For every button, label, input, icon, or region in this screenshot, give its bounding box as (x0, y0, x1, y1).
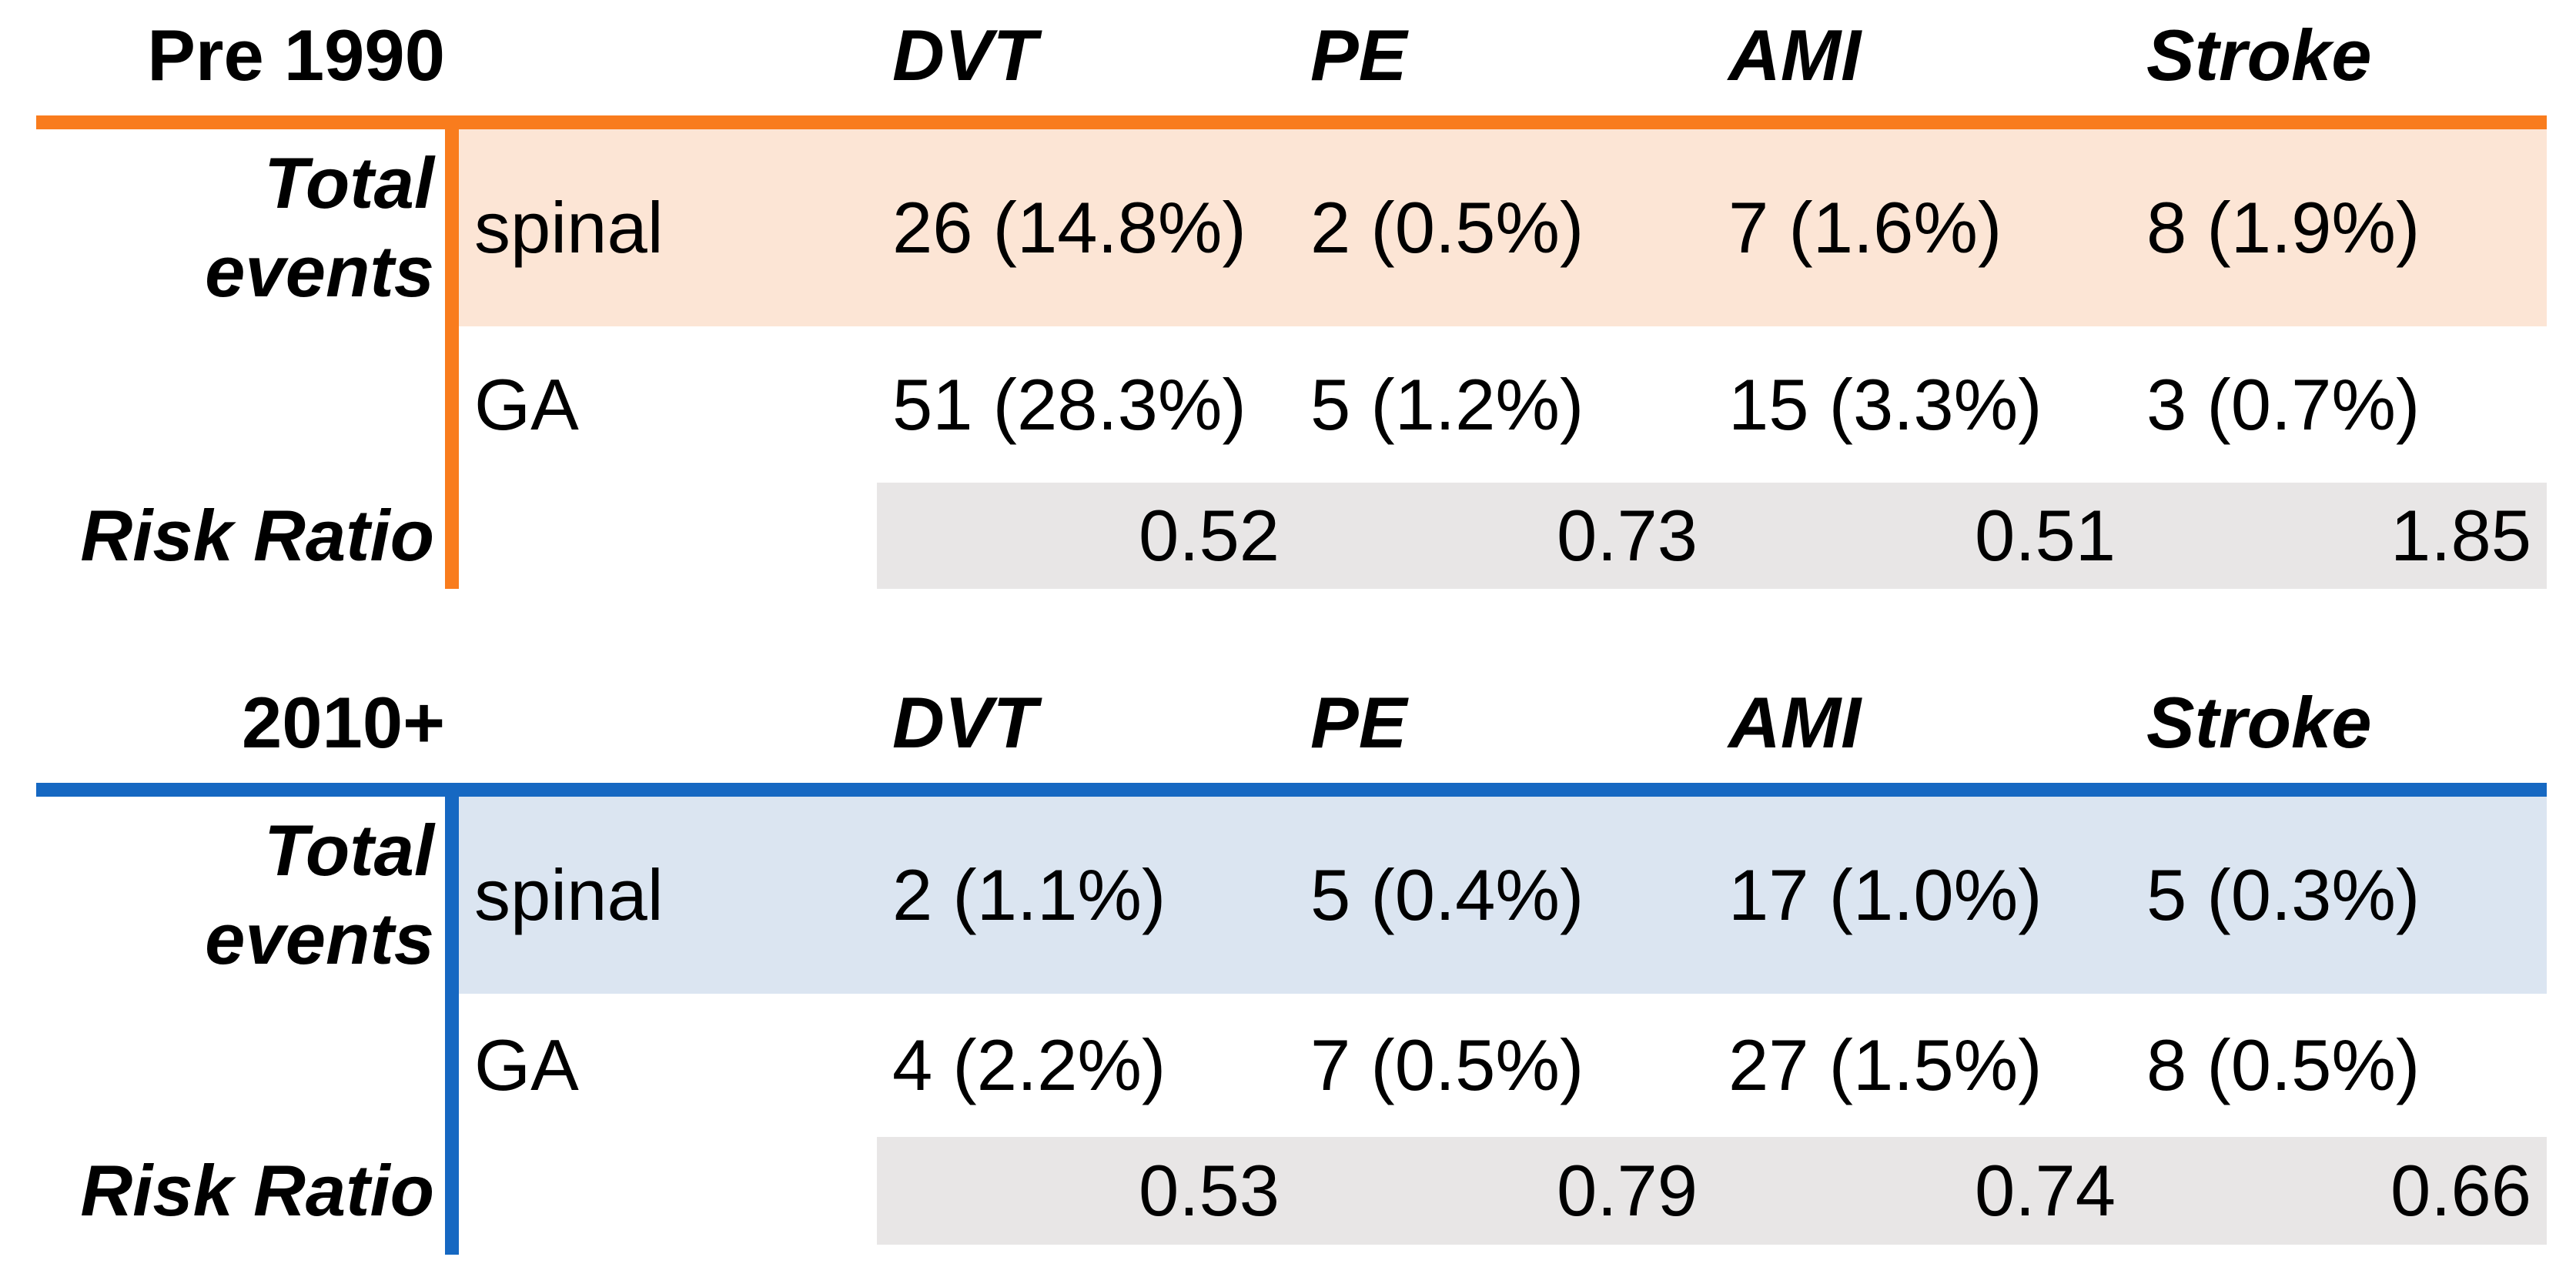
column-header-dvt: DVT (892, 15, 1037, 95)
cell-ga-ami: 15 (3.3%) (1728, 363, 2042, 445)
cell-spinal-ami: 7 (1.6%) (1713, 129, 2131, 326)
cell-spinal-pe: 2 (0.5%) (1295, 129, 1713, 326)
risk-ratio-dvt: 0.53 (877, 1137, 1295, 1245)
risk-ratio-stroke: 0.66 (2131, 1137, 2547, 1245)
period-label-2010plus: 2010+ (241, 682, 445, 763)
row-label-spinal: spinal (459, 797, 877, 994)
table1-top-border-line (36, 115, 2547, 129)
cell-ga-stroke: 8 (0.5%) (2146, 1025, 2420, 1105)
table-2010plus: 2010+ DVT PE AMI Stroke Total events spi… (36, 662, 2547, 1245)
cell-ga-dvt: 4 (2.2%) (892, 1025, 1166, 1105)
cell-ga-ami: 27 (1.5%) (1728, 1025, 2042, 1105)
column-header-dvt: DVT (892, 682, 1037, 763)
table2-top-border-line (36, 783, 2547, 797)
risk-ratio-pe: 0.79 (1295, 1137, 1713, 1245)
cell-spinal-stroke: 8 (1.9%) (2131, 129, 2547, 326)
cell-spinal-dvt: 26 (14.8%) (877, 129, 1295, 326)
row-group-label-text: Total events (205, 810, 434, 979)
risk-ratio-stroke: 1.85 (2131, 483, 2547, 589)
column-header-ami: AMI (1728, 15, 1862, 95)
cell-ga-pe: 7 (0.5%) (1310, 1025, 1584, 1105)
risk-ratio-ami: 0.51 (1713, 483, 2131, 589)
row-group-label-total-events: Total events (36, 129, 445, 326)
row-label-ga: GA (474, 1025, 579, 1105)
period-label-pre1990: Pre 1990 (147, 15, 445, 95)
cell-ga-pe: 5 (1.2%) (1310, 363, 1584, 445)
cell-spinal-ami: 17 (1.0%) (1713, 797, 2131, 994)
risk-ratio-dvt: 0.52 (877, 483, 1295, 589)
risk-ratio-label: Risk Ratio (80, 495, 434, 576)
row-label-spinal: spinal (459, 129, 877, 326)
risk-ratio-label: Risk Ratio (80, 1150, 434, 1231)
column-header-pe: PE (1310, 15, 1407, 95)
risk-ratio-ami: 0.74 (1713, 1137, 2131, 1245)
column-header-ami: AMI (1728, 682, 1862, 763)
cell-ga-stroke: 3 (0.7%) (2146, 363, 2420, 445)
row-group-label-total-events: Total events (36, 797, 445, 994)
table2-left-border-line (445, 783, 459, 1255)
table-pre1990: Pre 1990 DVT PE AMI Stroke Total events … (36, 0, 2547, 589)
column-header-pe: PE (1310, 682, 1407, 763)
cell-spinal-dvt: 2 (1.1%) (877, 797, 1295, 994)
cell-spinal-pe: 5 (0.4%) (1295, 797, 1713, 994)
row-group-label-text: Total events (205, 142, 434, 312)
cell-ga-dvt: 51 (28.3%) (892, 363, 1246, 445)
column-header-stroke: Stroke (2146, 682, 2372, 763)
table1-left-border-line (445, 115, 459, 589)
cell-spinal-stroke: 5 (0.3%) (2131, 797, 2547, 994)
column-header-stroke: Stroke (2146, 15, 2372, 95)
row-label-ga: GA (474, 363, 579, 445)
risk-ratio-pe: 0.73 (1295, 483, 1713, 589)
